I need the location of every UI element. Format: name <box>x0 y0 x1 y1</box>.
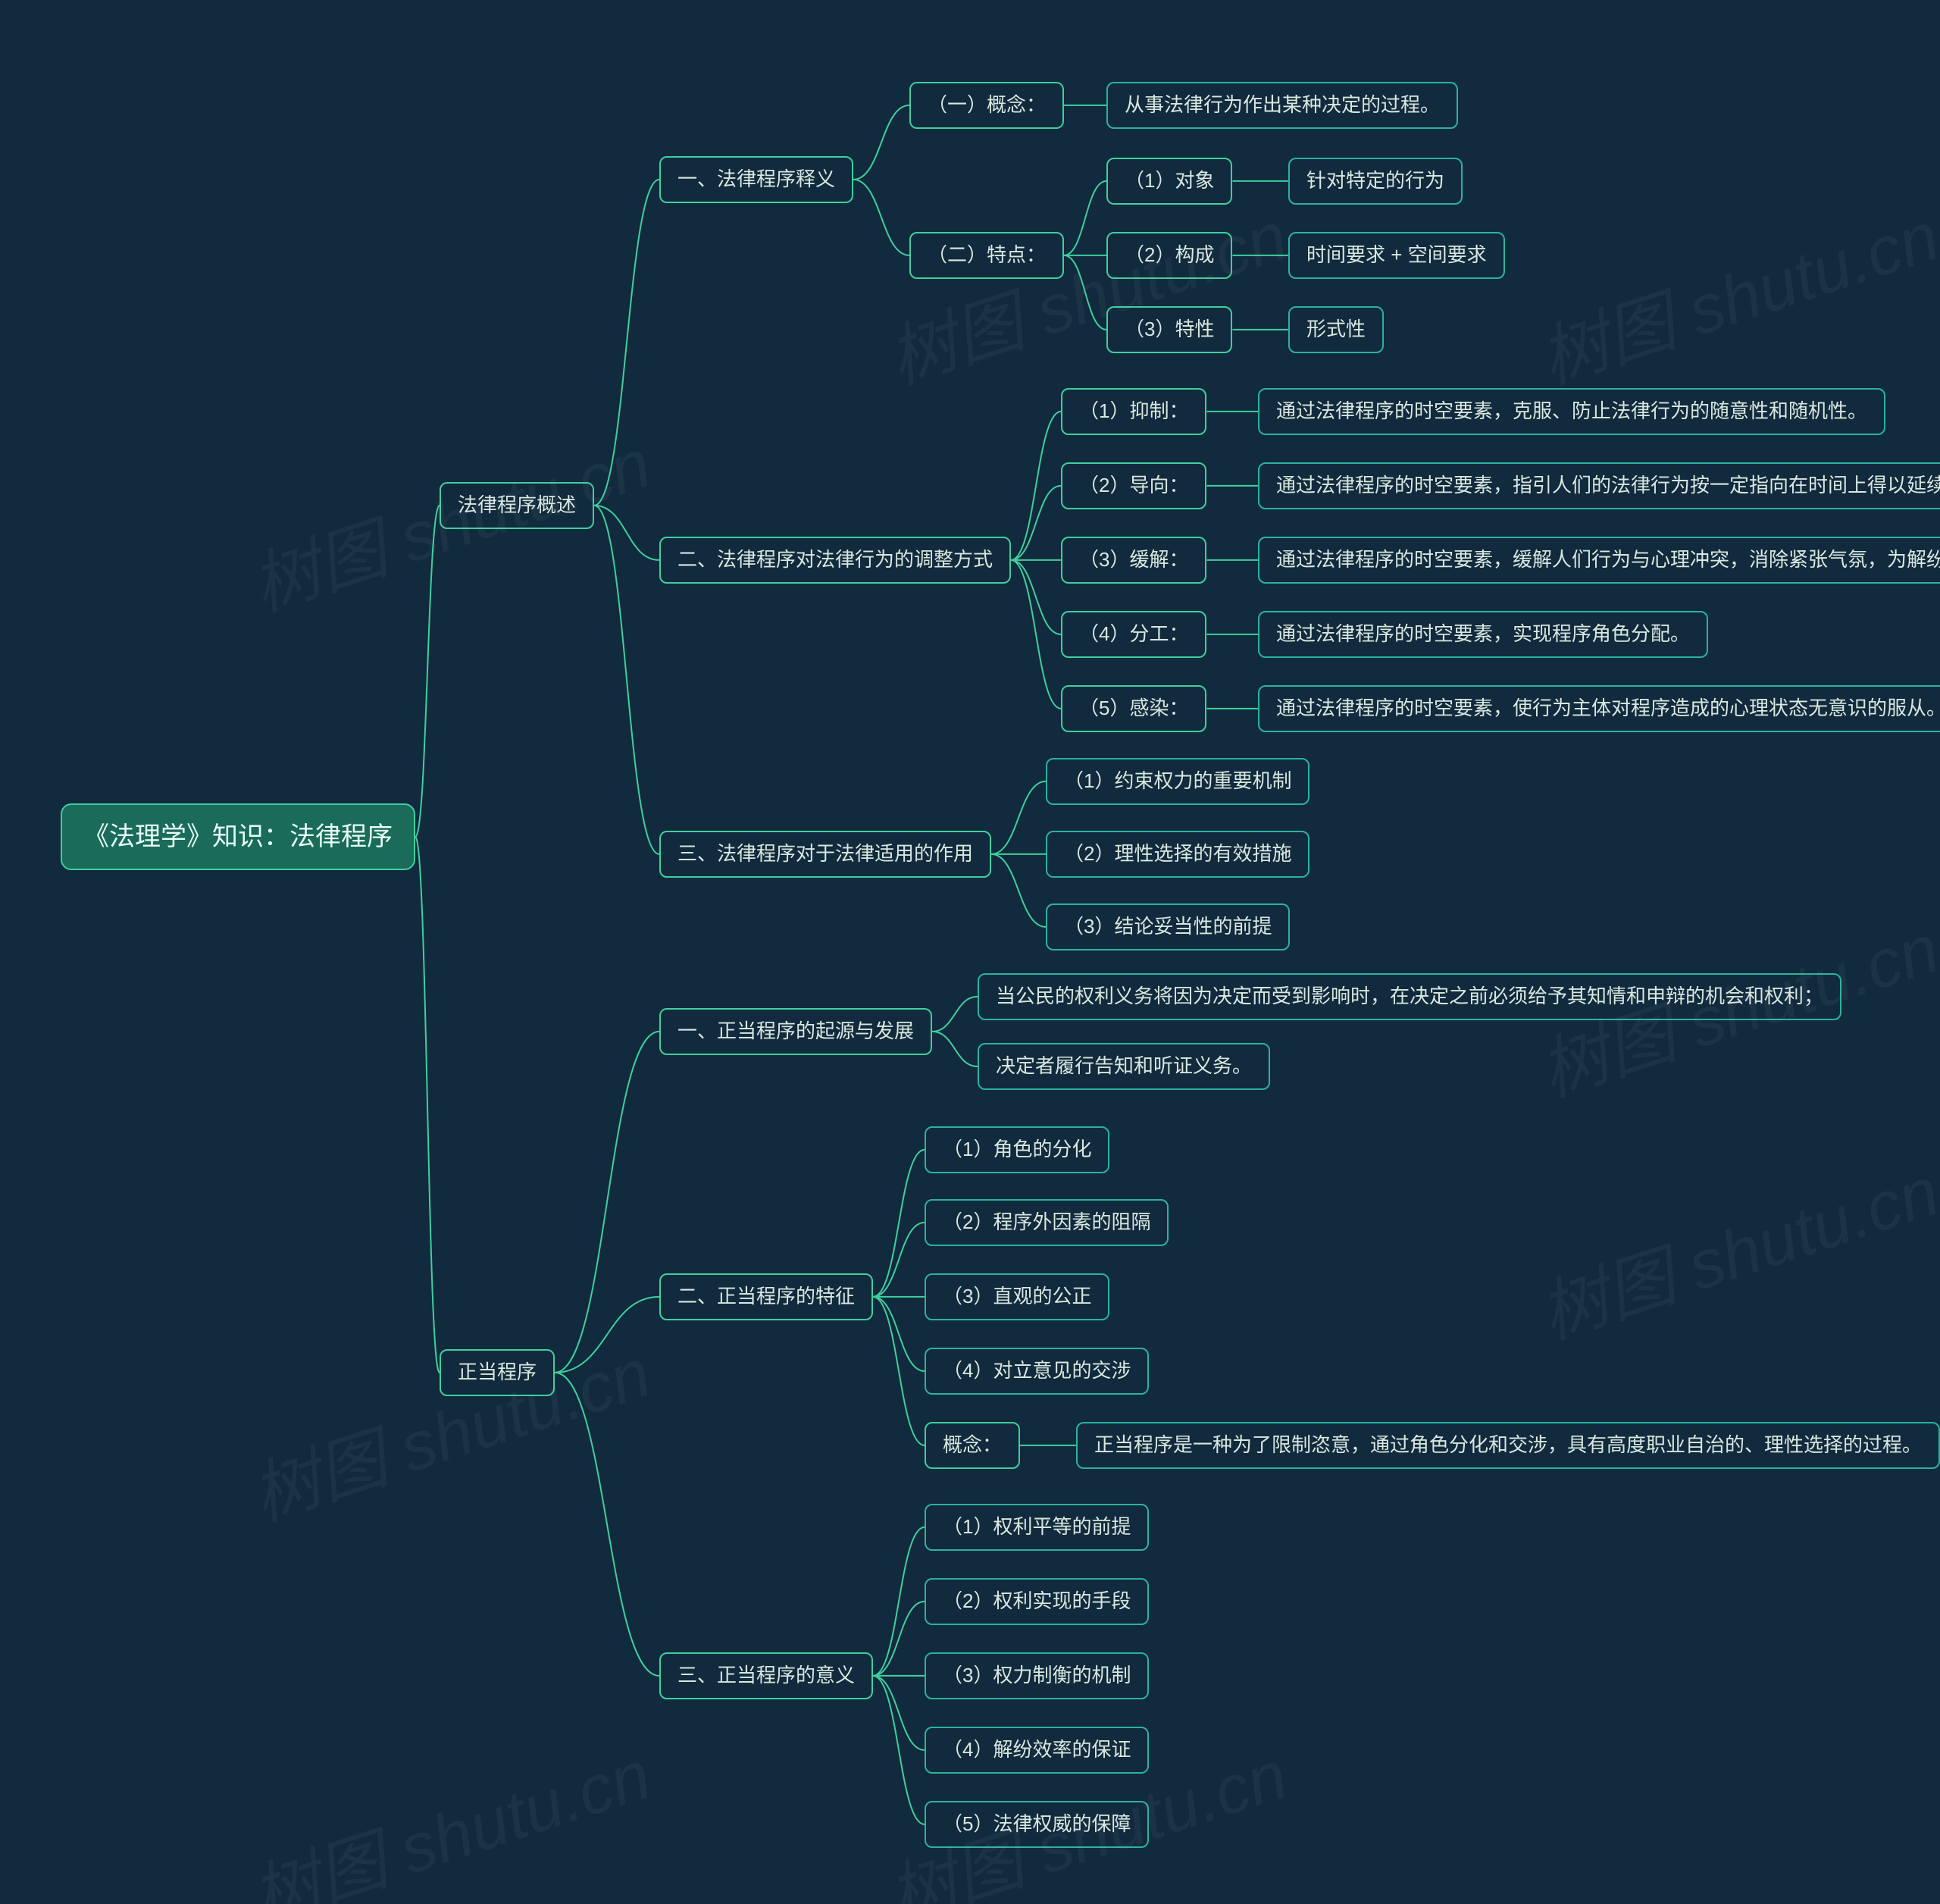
mindmap-node[interactable]: 当公民的权利义务将因为决定而受到影响时，在决定之前必须给予其知情和申辩的机会和权… <box>978 973 1841 1020</box>
mindmap-node[interactable]: 法律程序概述 <box>440 482 594 529</box>
mindmap-node[interactable]: 通过法律程序的时空要素，使行为主体对程序造成的心理状态无意识的服从。 <box>1258 685 1940 732</box>
connector <box>932 1032 978 1066</box>
mindmap-node[interactable]: 通过法律程序的时空要素，克服、防止法律行为的随意性和随机性。 <box>1258 388 1885 435</box>
connector <box>873 1527 925 1676</box>
mindmap-node[interactable]: 一、法律程序释义 <box>659 156 853 203</box>
watermark: 树图 shutu.cn <box>1525 181 1940 402</box>
mindmap-node[interactable]: （5）法律权威的保障 <box>925 1801 1149 1848</box>
mindmap-node[interactable]: （1）对象 <box>1106 158 1232 205</box>
mindmap-node[interactable]: 形式性 <box>1288 306 1384 353</box>
mindmap-node[interactable]: 二、正当程序的特征 <box>659 1273 873 1320</box>
connector <box>1011 560 1061 634</box>
connector <box>873 1602 925 1676</box>
mindmap-node[interactable]: 通过法律程序的时空要素，缓解人们行为与心理冲突，消除紧张气氛，为解纷行为提供秩序… <box>1258 537 1940 584</box>
connector <box>555 1032 659 1373</box>
mindmap-node[interactable]: 《法理学》知识：法律程序 <box>61 803 415 870</box>
mindmap-node[interactable]: （4）分工： <box>1061 611 1206 658</box>
connector <box>555 1297 659 1373</box>
mindmap-node[interactable]: 针对特定的行为 <box>1288 158 1463 205</box>
mindmap-node[interactable]: （4）对立意见的交涉 <box>925 1348 1149 1395</box>
mindmap-node[interactable]: 时间要求 + 空间要求 <box>1288 232 1505 279</box>
mindmap-node[interactable]: （4）解纷效率的保证 <box>925 1727 1149 1774</box>
mindmap-node[interactable]: （1）权利平等的前提 <box>925 1504 1149 1551</box>
connector <box>873 1676 925 1824</box>
connector <box>555 1373 659 1676</box>
mindmap-node[interactable]: （2）构成 <box>1106 232 1232 279</box>
watermark: 树图 shutu.cn <box>1525 1136 1940 1358</box>
connector <box>853 105 909 180</box>
connector <box>932 997 978 1032</box>
mindmap-node[interactable]: 二、法律程序对法律行为的调整方式 <box>659 537 1011 584</box>
connector <box>415 506 440 837</box>
connector <box>873 1223 925 1297</box>
connector <box>873 1297 925 1371</box>
mindmap-node[interactable]: 正当程序 <box>440 1349 555 1396</box>
mindmap-node[interactable]: （2）导向： <box>1061 462 1206 509</box>
connector <box>1011 560 1061 709</box>
connector <box>853 180 909 255</box>
mindmap-node[interactable]: （3）特性 <box>1106 306 1232 353</box>
mindmap-node[interactable]: （5）感染： <box>1061 685 1206 732</box>
connector <box>873 1676 925 1750</box>
mindmap-node[interactable]: （2）理性选择的有效措施 <box>1046 831 1310 878</box>
mindmap-node[interactable]: 从事法律行为作出某种决定的过程。 <box>1106 82 1458 129</box>
watermark: 树图 shutu.cn <box>237 1720 661 1904</box>
connector <box>1064 255 1106 330</box>
mindmap-node[interactable]: （3）结论妥当性的前提 <box>1046 903 1290 950</box>
mindmap-node[interactable]: 三、法律程序对于法律适用的作用 <box>659 831 991 878</box>
mindmap-node[interactable]: 概念： <box>925 1422 1020 1469</box>
mindmap-node[interactable]: （1）角色的分化 <box>925 1126 1109 1173</box>
mindmap-node[interactable]: 决定者履行告知和听证义务。 <box>978 1043 1270 1090</box>
connector <box>991 854 1046 927</box>
mindmap-node[interactable]: 正当程序是一种为了限制恣意，通过角色分化和交涉，具有高度职业自治的、理性选择的过… <box>1076 1422 1940 1469</box>
connector <box>415 837 440 1373</box>
mindmap-node[interactable]: （3）直观的公正 <box>925 1273 1109 1320</box>
mindmap-node[interactable]: （1）约束权力的重要机制 <box>1046 758 1310 805</box>
connector <box>991 781 1046 854</box>
mindmap-node[interactable]: 一、正当程序的起源与发展 <box>659 1008 932 1055</box>
connector <box>594 506 659 560</box>
mindmap-node[interactable]: （1）抑制： <box>1061 388 1206 435</box>
mindmap-node[interactable]: （3）缓解： <box>1061 537 1206 584</box>
mindmap-node[interactable]: （二）特点： <box>909 232 1064 279</box>
connector <box>873 1150 925 1297</box>
mindmap-node[interactable]: （2）权利实现的手段 <box>925 1578 1149 1625</box>
mindmap-node[interactable]: 三、正当程序的意义 <box>659 1652 873 1699</box>
connector <box>594 180 659 506</box>
mindmap-node[interactable]: 通过法律程序的时空要素，指引人们的法律行为按一定指向在时间上得以延续、空间上得以… <box>1258 462 1940 509</box>
connector <box>873 1297 925 1445</box>
connector <box>594 506 659 854</box>
mindmap-node[interactable]: （一）概念： <box>909 82 1064 129</box>
mindmap-node[interactable]: 通过法律程序的时空要素，实现程序角色分配。 <box>1258 611 1708 658</box>
connector <box>1011 486 1061 560</box>
connector <box>1064 181 1106 255</box>
mindmap-node[interactable]: （3）权力制衡的机制 <box>925 1652 1149 1699</box>
watermark: 树图 shutu.cn <box>874 181 1297 402</box>
mindmap-node[interactable]: （2）程序外因素的阻隔 <box>925 1199 1169 1246</box>
connector <box>1011 412 1061 560</box>
